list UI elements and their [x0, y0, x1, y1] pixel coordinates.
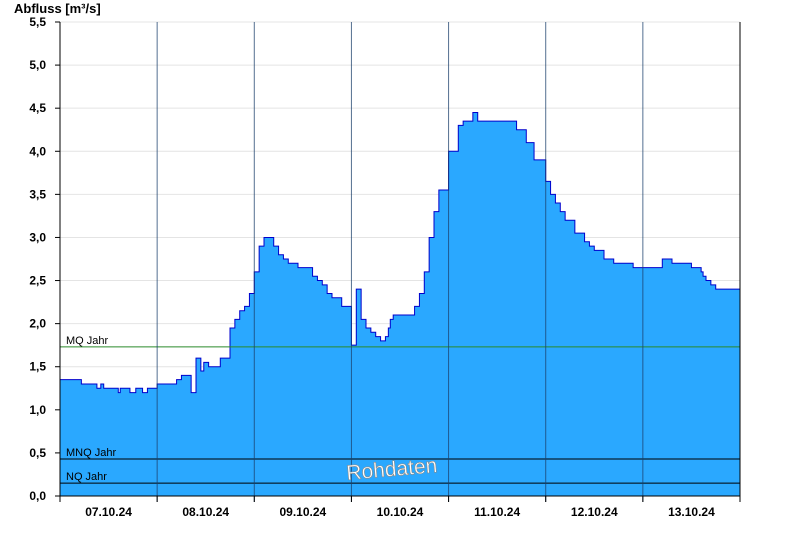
discharge-line	[60, 111, 740, 394]
ytick-label-9: 4,5	[29, 101, 46, 115]
xtick-label-0: 07.10.24	[85, 505, 132, 519]
ytick-label-10: 5,0	[29, 58, 46, 72]
ytick-label-6: 3,0	[29, 230, 46, 244]
xtick-label-6: 13.10.24	[668, 505, 715, 519]
ytick-label-0: 0,0	[29, 489, 46, 503]
ytick-label-7: 3,5	[29, 187, 46, 201]
ytick-label-5: 2,5	[29, 274, 46, 288]
y-axis-title: Abfluss [m³/s]	[14, 1, 101, 16]
reference-label-0: MQ Jahr	[66, 335, 109, 347]
xtick-label-1: 08.10.24	[182, 505, 229, 519]
xtick-label-5: 12.10.24	[571, 505, 618, 519]
y-tick-labels: 0,0 0,5 1,0 1,5 2,0 2,5 3,0 3,5 4,0 4,5 5,0 5,5	[29, 15, 46, 503]
ytick-label-2: 1,0	[29, 403, 46, 417]
data-layer	[60, 111, 740, 496]
xtick-label-3: 10.10.24	[377, 505, 424, 519]
xtick-label-2: 09.10.24	[279, 505, 326, 519]
xtick-label-4: 11.10.24	[474, 505, 520, 519]
ytick-label-3: 1,5	[29, 360, 46, 374]
ytick-label-11: 5,5	[29, 15, 46, 29]
reference-label-2: NQ Jahr	[66, 471, 107, 483]
reference-label-1: MNQ Jahr	[66, 447, 116, 459]
ytick-label-8: 4,0	[29, 144, 46, 158]
axes	[55, 21, 741, 502]
ytick-label-1: 0,5	[29, 446, 46, 460]
ytick-label-4: 2,0	[29, 317, 46, 331]
x-tick-labels: 07.10.24 08.10.24 09.10.24 10.10.24 11.10.24…	[85, 505, 715, 519]
reference-lines: MQ Jahr MNQ Jahr NQ Jahr	[60, 335, 740, 484]
discharge-area	[60, 112, 740, 496]
